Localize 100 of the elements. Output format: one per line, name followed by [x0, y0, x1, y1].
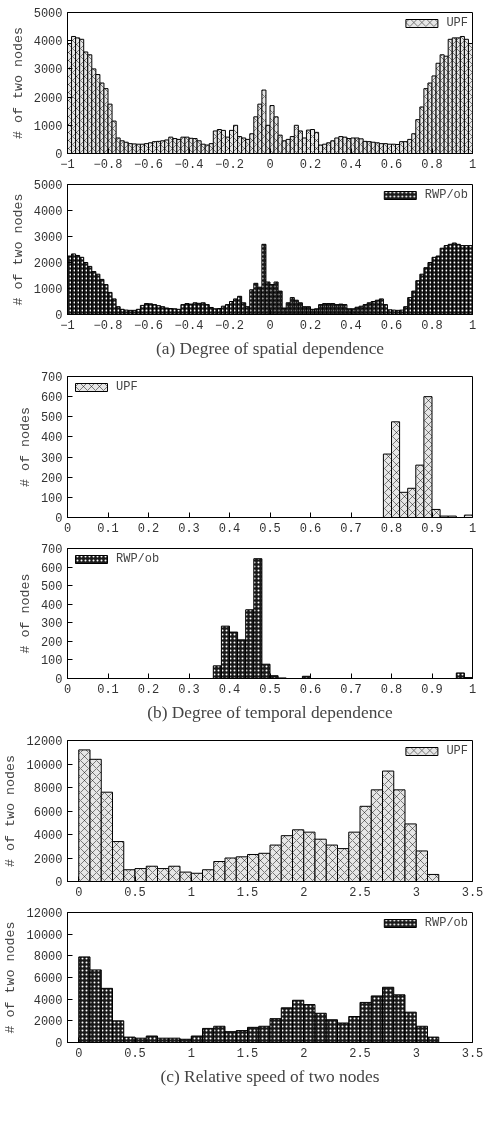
y-tick-label: 4000: [33, 829, 63, 843]
x-tick-label: 0.9: [421, 521, 443, 536]
x-tick-label: −0.4: [174, 157, 204, 172]
x-tick-label: −1: [60, 157, 75, 172]
legend-label: RWP/ob: [424, 916, 468, 930]
y-tick-label: 1000: [33, 283, 63, 297]
y-tick-label: 6000: [33, 805, 63, 820]
y-axis-title: # of two nodes: [10, 193, 26, 306]
x-tick-label: 2: [300, 885, 308, 900]
x-tick-label: −0.8: [93, 157, 123, 172]
x-tick-label: 0.8: [421, 318, 443, 333]
y-axis-title: # of two nodes: [10, 27, 26, 139]
y-tick-label: 2000: [33, 852, 63, 867]
y-tick-label: 200: [40, 635, 63, 650]
x-tick-label: 1: [187, 885, 195, 900]
x-tick-label: 1: [468, 521, 477, 536]
y-tick-label: 2000: [33, 91, 63, 106]
x-tick-label: 1.5: [236, 1046, 259, 1061]
x-tick-label: 0.8: [421, 157, 443, 172]
y-tick-label: 6000: [33, 972, 63, 986]
y-tick-label: 100: [40, 654, 63, 669]
y-tick-label: 12000: [26, 735, 63, 749]
y-tick-label: 2000: [33, 257, 63, 271]
y-tick-label: 600: [40, 391, 63, 406]
legend-label: RWP/ob: [116, 552, 160, 566]
y-tick-label: 0: [55, 512, 63, 526]
y-tick-label: 1000: [33, 119, 63, 134]
y-tick-label: 0: [55, 876, 63, 890]
y-axis-title: # of nodes: [17, 407, 33, 487]
y-tick-label: 8000: [33, 782, 63, 796]
y-tick-label: 3000: [33, 63, 63, 78]
y-tick-label: 0: [55, 673, 63, 687]
x-tick-label: 0.2: [137, 682, 160, 697]
x-tick-label: 0: [75, 1046, 83, 1061]
x-tick-label: 0.8: [380, 682, 403, 697]
y-tick-label: 4000: [33, 993, 63, 1008]
x-tick-label: 0: [75, 885, 83, 900]
x-tick-label: −0.6: [134, 318, 163, 333]
x-tick-label: 0.7: [340, 682, 362, 697]
x-tick-label: 0.5: [259, 521, 281, 536]
y-tick-label: 3000: [33, 231, 63, 245]
x-tick-label: −0.2: [215, 318, 244, 333]
y-tick-label: 5000: [33, 7, 63, 21]
y-tick-label: 300: [40, 451, 63, 466]
x-tick-label: 3: [412, 885, 420, 900]
y-tick-label: 700: [40, 543, 63, 557]
legend-label: UPF: [446, 744, 468, 758]
x-tick-label: 0.5: [124, 1046, 146, 1061]
y-tick-label: 500: [40, 411, 63, 426]
x-tick-label: −0.6: [134, 157, 163, 172]
y-axis-title: # of two nodes: [3, 755, 19, 867]
x-tick-label: 0.2: [299, 318, 322, 333]
y-tick-label: 10000: [26, 758, 63, 773]
y-tick-label: 700: [40, 371, 63, 385]
y-tick-label: 400: [40, 598, 63, 613]
y-tick-label: 400: [40, 431, 63, 446]
y-tick-label: 0: [55, 309, 63, 323]
x-tick-label: 1: [468, 157, 477, 172]
x-tick-label: 0.1: [97, 682, 119, 697]
y-tick-label: 0: [55, 148, 63, 162]
x-tick-label: 0.6: [380, 157, 403, 172]
text: (c) Relative speed of two nodes: [160, 1066, 380, 1086]
y-axis-title: # of two nodes: [3, 921, 19, 1034]
x-tick-label: 1: [187, 1046, 195, 1061]
x-tick-label: 0: [266, 157, 274, 172]
x-tick-label: 0.8: [380, 521, 403, 536]
x-tick-label: 2: [300, 1046, 308, 1061]
x-tick-label: 0.2: [299, 157, 322, 172]
x-tick-label: 0.3: [178, 682, 200, 697]
y-tick-label: 600: [40, 561, 63, 576]
x-tick-label: 0.2: [137, 521, 160, 536]
x-tick-label: −0.8: [93, 318, 123, 333]
y-tick-label: 4000: [33, 205, 63, 219]
text: (b) Degree of temporal dependence: [147, 702, 393, 722]
x-tick-label: 0.3: [178, 521, 200, 536]
x-tick-label: 1: [468, 318, 477, 333]
text: (a) Degree of spatial dependence: [155, 338, 385, 358]
y-tick-label: 300: [40, 617, 63, 632]
x-tick-label: 0.1: [97, 521, 119, 536]
legend-label: RWP/ob: [424, 188, 468, 202]
x-tick-label: 0.5: [259, 682, 281, 697]
x-tick-label: 3.5: [461, 1046, 484, 1061]
y-tick-label: 12000: [26, 907, 63, 921]
x-tick-label: 0.9: [421, 682, 443, 697]
y-tick-label: 4000: [33, 35, 63, 50]
y-tick-label: 10000: [26, 928, 63, 943]
x-tick-label: 1: [468, 682, 477, 697]
legend-label: UPF: [116, 380, 138, 394]
x-tick-label: 0.5: [124, 885, 146, 900]
x-tick-label: 0: [266, 318, 274, 333]
y-tick-label: 0: [55, 1037, 63, 1051]
y-tick-label: 500: [40, 580, 63, 595]
x-tick-label: 0.4: [340, 318, 362, 333]
y-tick-label: 100: [40, 491, 63, 506]
x-tick-label: 0.4: [218, 682, 241, 697]
x-tick-label: 3: [412, 1046, 420, 1061]
y-tick-label: 2000: [33, 1015, 63, 1030]
x-tick-label: −0.2: [215, 157, 244, 172]
x-tick-label: 0.6: [299, 682, 322, 697]
x-tick-label: −1: [60, 318, 75, 333]
